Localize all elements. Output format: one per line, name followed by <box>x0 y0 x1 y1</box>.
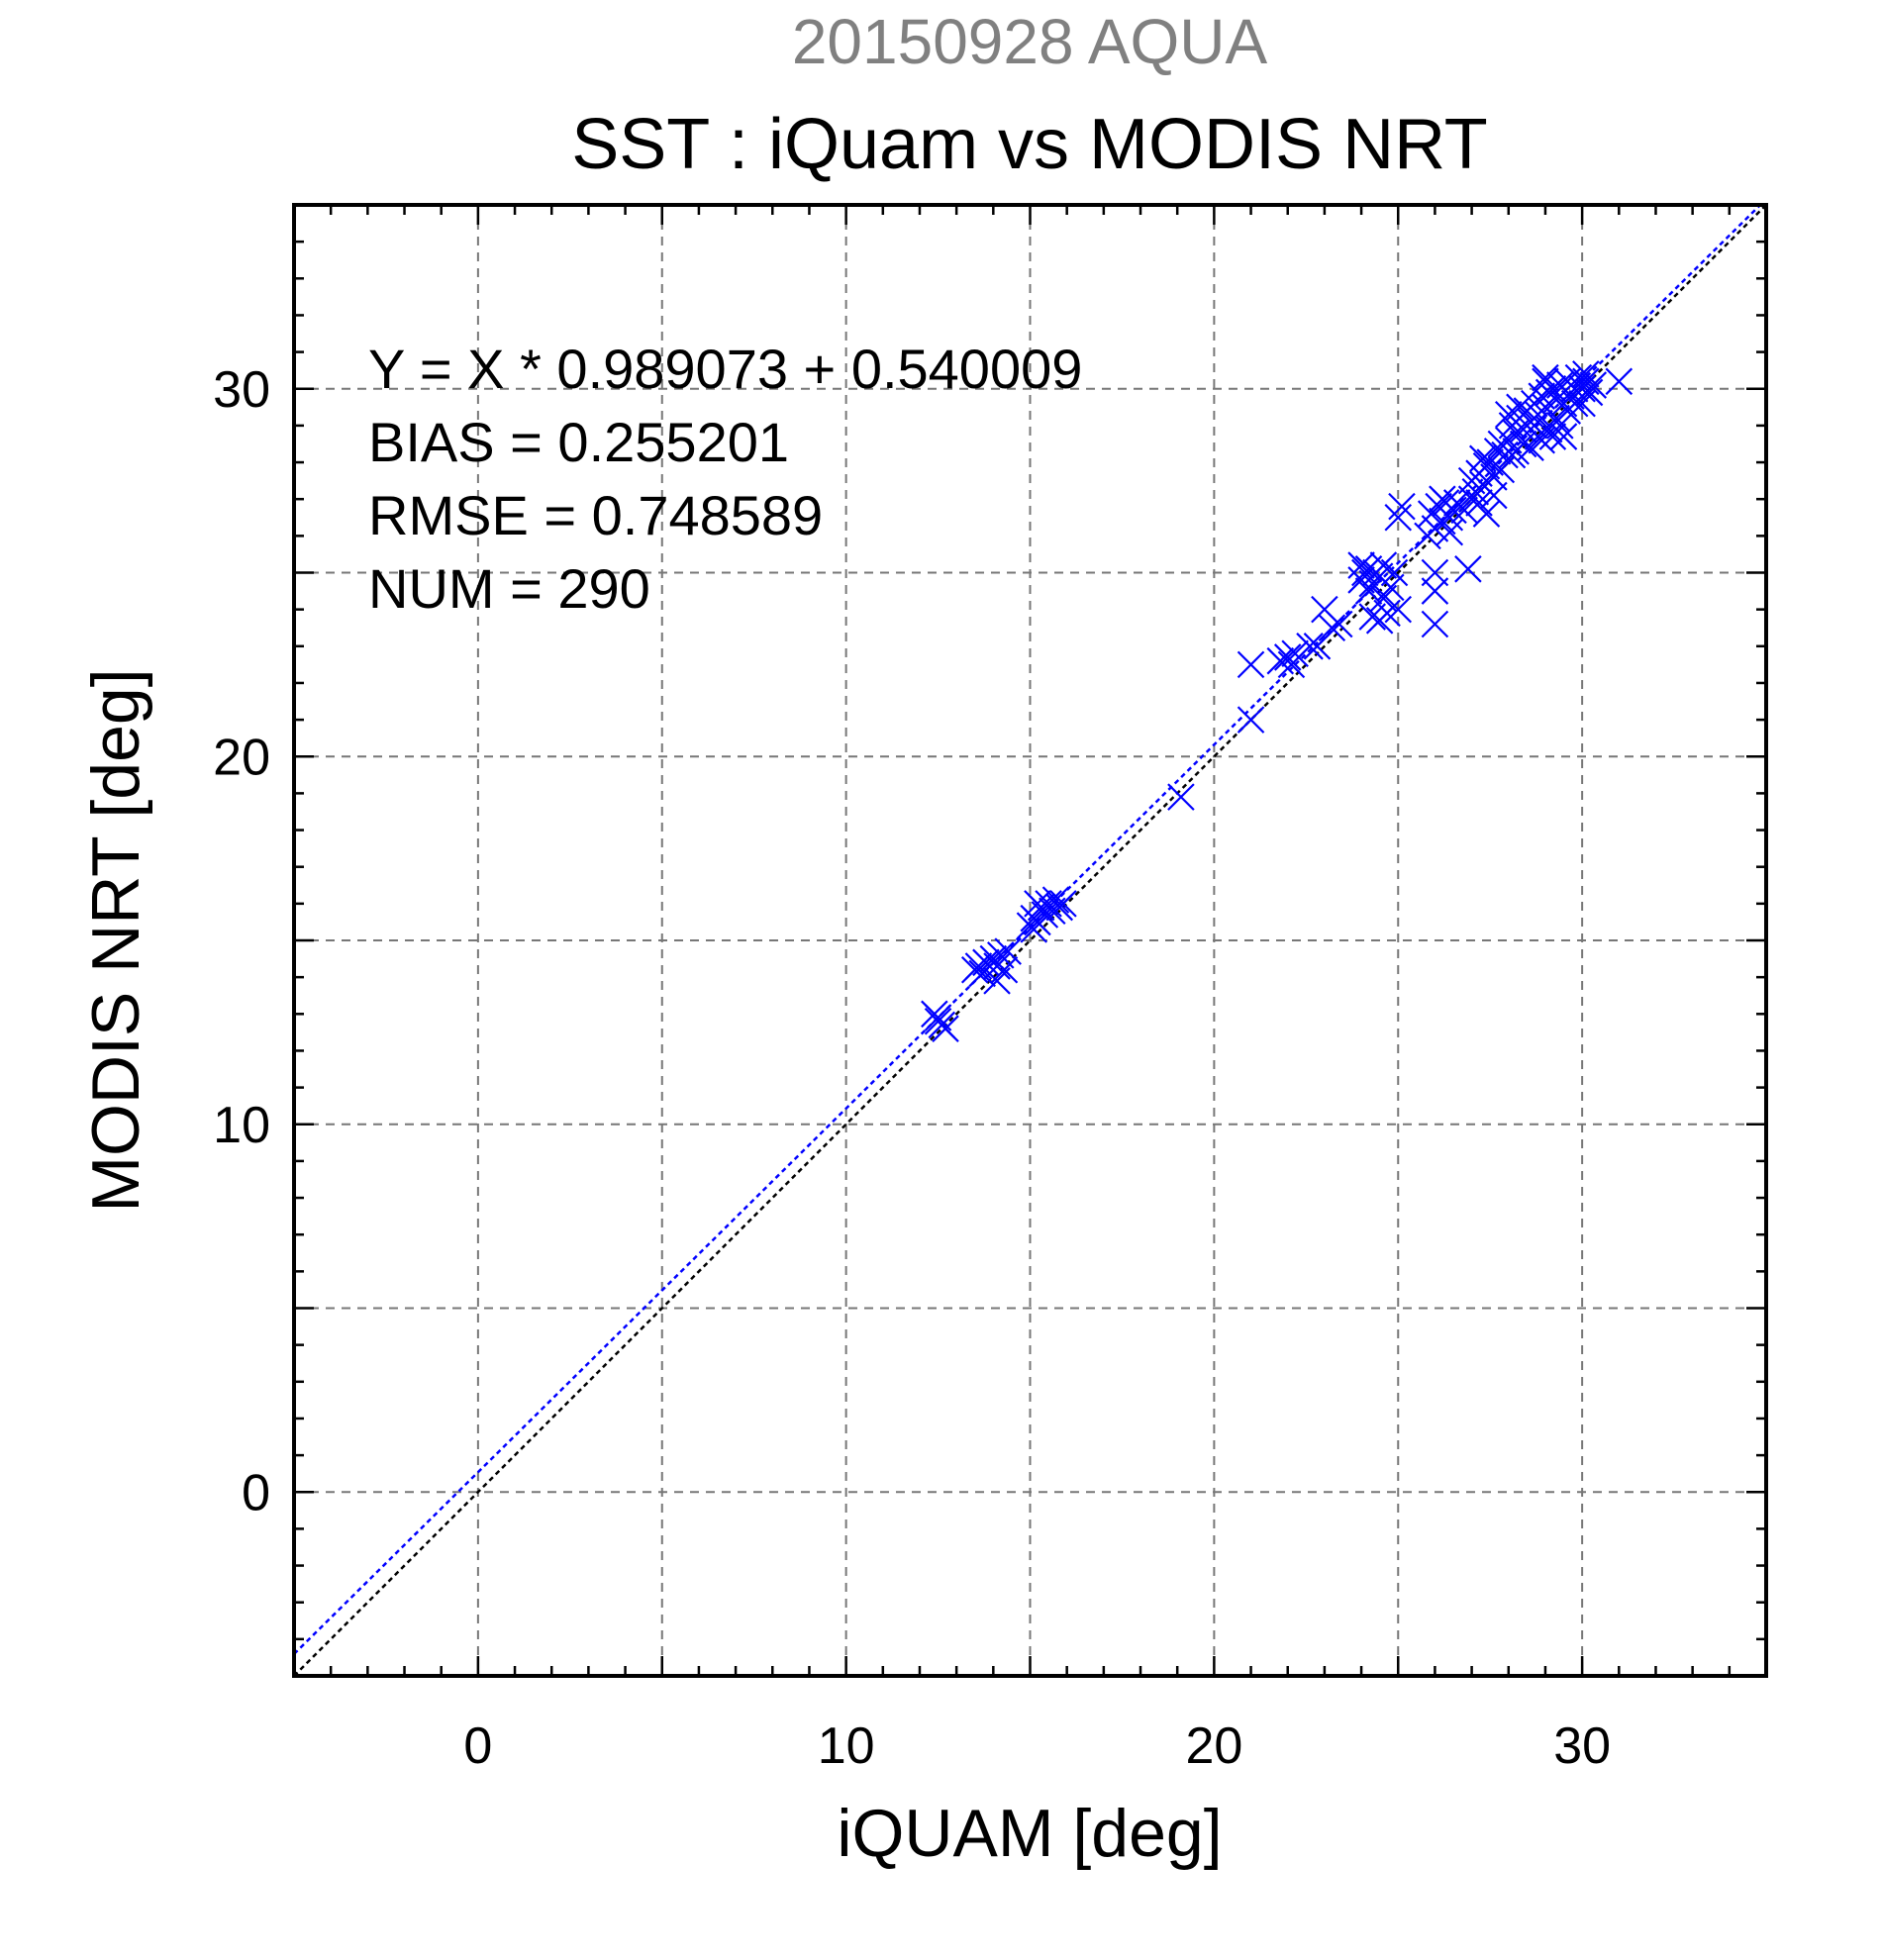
data-point <box>1506 393 1534 422</box>
data-point <box>1605 367 1634 396</box>
x-tick-label: 20 <box>1185 1717 1242 1775</box>
data-point <box>1436 518 1464 546</box>
data-point <box>972 948 1000 977</box>
data-point <box>1354 577 1383 605</box>
data-point <box>1024 890 1051 918</box>
data-point <box>1041 886 1070 914</box>
data-points <box>921 360 1634 1042</box>
data-point <box>1167 783 1195 811</box>
data-point <box>1457 485 1486 513</box>
x-tick-label: 0 <box>463 1717 492 1775</box>
data-point <box>1388 492 1416 521</box>
x-tick-label: 10 <box>818 1717 875 1775</box>
grid-lines <box>294 205 1766 1676</box>
data-point <box>1281 639 1309 668</box>
x-tick-label: 30 <box>1553 1717 1611 1775</box>
y-tick-label: 10 <box>213 1097 270 1154</box>
data-point <box>1020 916 1047 943</box>
data-point <box>1273 643 1302 671</box>
y-tick-label: 30 <box>213 361 270 419</box>
date-title: 20150928 AQUA <box>792 6 1268 77</box>
data-point <box>1325 610 1353 638</box>
data-point <box>983 952 1011 980</box>
data-point <box>1528 426 1556 454</box>
data-point <box>1532 367 1559 396</box>
data-point <box>1380 558 1409 587</box>
data-point <box>994 937 1022 965</box>
stats-annotation: Y = X * 0.989073 + 0.540009 BIAS = 0.255… <box>368 338 1082 620</box>
data-point <box>1564 363 1593 392</box>
x-axis-label: iQUAM [deg] <box>837 1796 1222 1871</box>
data-point <box>983 967 1011 995</box>
bias-value: BIAS = 0.255201 <box>368 411 789 473</box>
data-point <box>1568 389 1596 418</box>
y-axis-label: MODIS NRT [deg] <box>78 668 153 1212</box>
tick-labels: 0 10 20 30 0 10 20 30 <box>213 361 1611 1775</box>
data-point <box>1384 595 1413 624</box>
rmse-value: RMSE = 0.748589 <box>368 484 823 546</box>
data-point <box>1480 481 1508 510</box>
data-point <box>1487 455 1516 484</box>
data-point <box>1266 646 1295 675</box>
data-point <box>1579 371 1608 399</box>
chart-title: SST : iQuam vs MODIS NRT <box>571 105 1488 184</box>
data-point <box>1296 633 1324 660</box>
regression-equation: Y = X * 0.989073 + 0.540009 <box>368 338 1082 400</box>
sample-count: NUM = 290 <box>368 557 650 620</box>
data-point <box>1303 633 1332 660</box>
data-point <box>1384 503 1413 532</box>
data-point <box>1421 610 1449 638</box>
data-point <box>1436 503 1464 532</box>
y-tick-label: 20 <box>213 729 270 786</box>
data-point <box>1572 367 1600 396</box>
data-point <box>1318 614 1346 642</box>
data-point <box>1468 444 1497 473</box>
y-tick-label: 0 <box>242 1464 270 1521</box>
data-point <box>1532 363 1559 392</box>
data-point <box>1454 555 1482 583</box>
plot-frame <box>292 203 1768 1678</box>
data-point <box>1546 412 1574 440</box>
data-point <box>1237 650 1265 679</box>
data-point <box>1549 423 1578 450</box>
axis-ticks <box>292 203 1768 1678</box>
data-point <box>1369 584 1398 613</box>
data-point <box>1421 577 1449 605</box>
data-point <box>1035 890 1062 918</box>
data-point <box>1498 441 1527 469</box>
data-point <box>1237 706 1265 734</box>
data-point <box>1049 890 1077 918</box>
data-point <box>924 1004 952 1031</box>
data-point <box>1347 551 1375 579</box>
